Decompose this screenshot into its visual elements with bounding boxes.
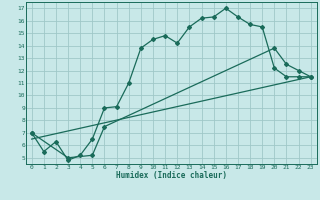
X-axis label: Humidex (Indice chaleur): Humidex (Indice chaleur) bbox=[116, 171, 227, 180]
